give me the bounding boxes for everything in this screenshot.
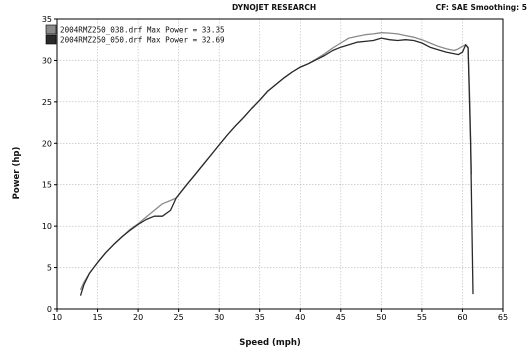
y-tick-label: 10	[42, 222, 52, 231]
x-tick-label: 40	[295, 313, 305, 322]
x-tick-label: 45	[336, 313, 346, 322]
legend-entry-1: 2004RMZ250_038.drf Max Power = 33.35	[45, 24, 225, 35]
x-tick-label: 10	[52, 313, 62, 322]
x-axis-label: Speed (mph)	[239, 338, 301, 348]
x-tick-label: 60	[457, 313, 467, 322]
header-title: DYNOJET RESEARCH	[232, 3, 317, 12]
x-tick-label: 55	[417, 313, 427, 322]
legend: 2004RMZ250_038.drf Max Power = 33.352004…	[45, 24, 225, 45]
y-tick-label: 35	[42, 15, 52, 24]
y-tick-label: 25	[42, 98, 52, 107]
legend-entry-2: 2004RMZ250_050.drf Max Power = 32.69	[45, 34, 225, 45]
header-settings: CF: SAE Smoothing: 5	[435, 3, 527, 12]
legend-label: 2004RMZ250_050.drf Max Power = 32.69	[60, 36, 225, 45]
x-tick-label: 25	[174, 313, 184, 322]
y-tick-label: 20	[42, 139, 52, 148]
x-tick-label: 50	[376, 313, 386, 322]
x-tick-label: 15	[92, 313, 102, 322]
x-tick-label: 65	[498, 313, 508, 322]
legend-label: 2004RMZ250_038.drf Max Power = 33.35	[60, 26, 225, 35]
tick-labels: 10 15 20 25 30 35 40 45 50 55 60 65 0 5 10 15 20 25 30 35	[42, 15, 508, 322]
x-tick-label: 20	[133, 313, 143, 322]
y-tick-label: 15	[42, 181, 52, 190]
legend-swatch	[45, 34, 57, 45]
grid-layer	[56, 18, 504, 310]
x-tick-label: 30	[214, 313, 224, 322]
series-layer	[79, 32, 474, 296]
plot-frame	[56, 18, 504, 310]
y-tick-label: 30	[42, 56, 52, 65]
y-tick-label: 5	[47, 264, 52, 273]
legend-swatch	[45, 24, 57, 35]
y-tick-label: 0	[47, 305, 52, 314]
series-line-2	[79, 37, 474, 296]
x-tick-label: 35	[255, 313, 265, 322]
series-line-1	[79, 32, 473, 291]
y-axis-label: Power (hp)	[12, 146, 22, 200]
